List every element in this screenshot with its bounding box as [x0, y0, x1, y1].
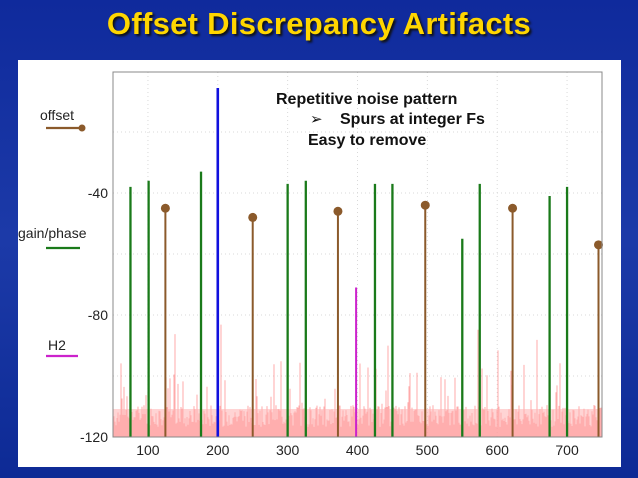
- chart-panel: [18, 60, 621, 467]
- legend-label: H2: [48, 337, 66, 353]
- plot-frame: [112, 71, 603, 438]
- slide-title: Offset Discrepancy Artifacts: [106, 6, 532, 41]
- offset-marker: [420, 200, 430, 210]
- x-tick-label: 200: [206, 442, 230, 458]
- offset-marker: [508, 203, 518, 213]
- x-tick-label: 400: [346, 442, 370, 458]
- offset-marker: [248, 212, 258, 222]
- noise-band: [113, 409, 602, 437]
- x-tick-label: 700: [555, 442, 579, 458]
- y-tick-label: -80: [88, 307, 108, 323]
- x-tick-label: 100: [136, 442, 160, 458]
- chart-legend: offset gain/phase H2: [18, 107, 87, 358]
- annotation-line3: Easy to remove: [308, 132, 426, 149]
- noise-floor: [113, 324, 602, 437]
- offset-marker: [160, 203, 170, 213]
- offset-marker: [594, 240, 604, 250]
- y-tick-label: -40: [88, 185, 108, 201]
- chart-annotation: Repetitive noise pattern ➢ Spurs at inte…: [276, 91, 485, 149]
- spur-lines: [129, 88, 604, 437]
- bullet-arrow-icon: ➢: [310, 110, 323, 128]
- y-tick-label: -120: [80, 429, 108, 445]
- axis-ticks: 100 200 300 400 500 600 700 -40 -80 -120: [80, 185, 579, 458]
- offset-marker: [333, 206, 343, 216]
- annotation-title: Repetitive noise pattern: [276, 91, 457, 108]
- legend-marker: [78, 124, 86, 132]
- legend-label: offset: [40, 107, 74, 123]
- annotation-bullet: Spurs at integer Fs: [340, 111, 485, 128]
- x-tick-label: 600: [486, 442, 510, 458]
- x-tick-label: 500: [416, 442, 440, 458]
- x-tick-label: 300: [276, 442, 300, 458]
- legend-label: gain/phase: [18, 225, 87, 241]
